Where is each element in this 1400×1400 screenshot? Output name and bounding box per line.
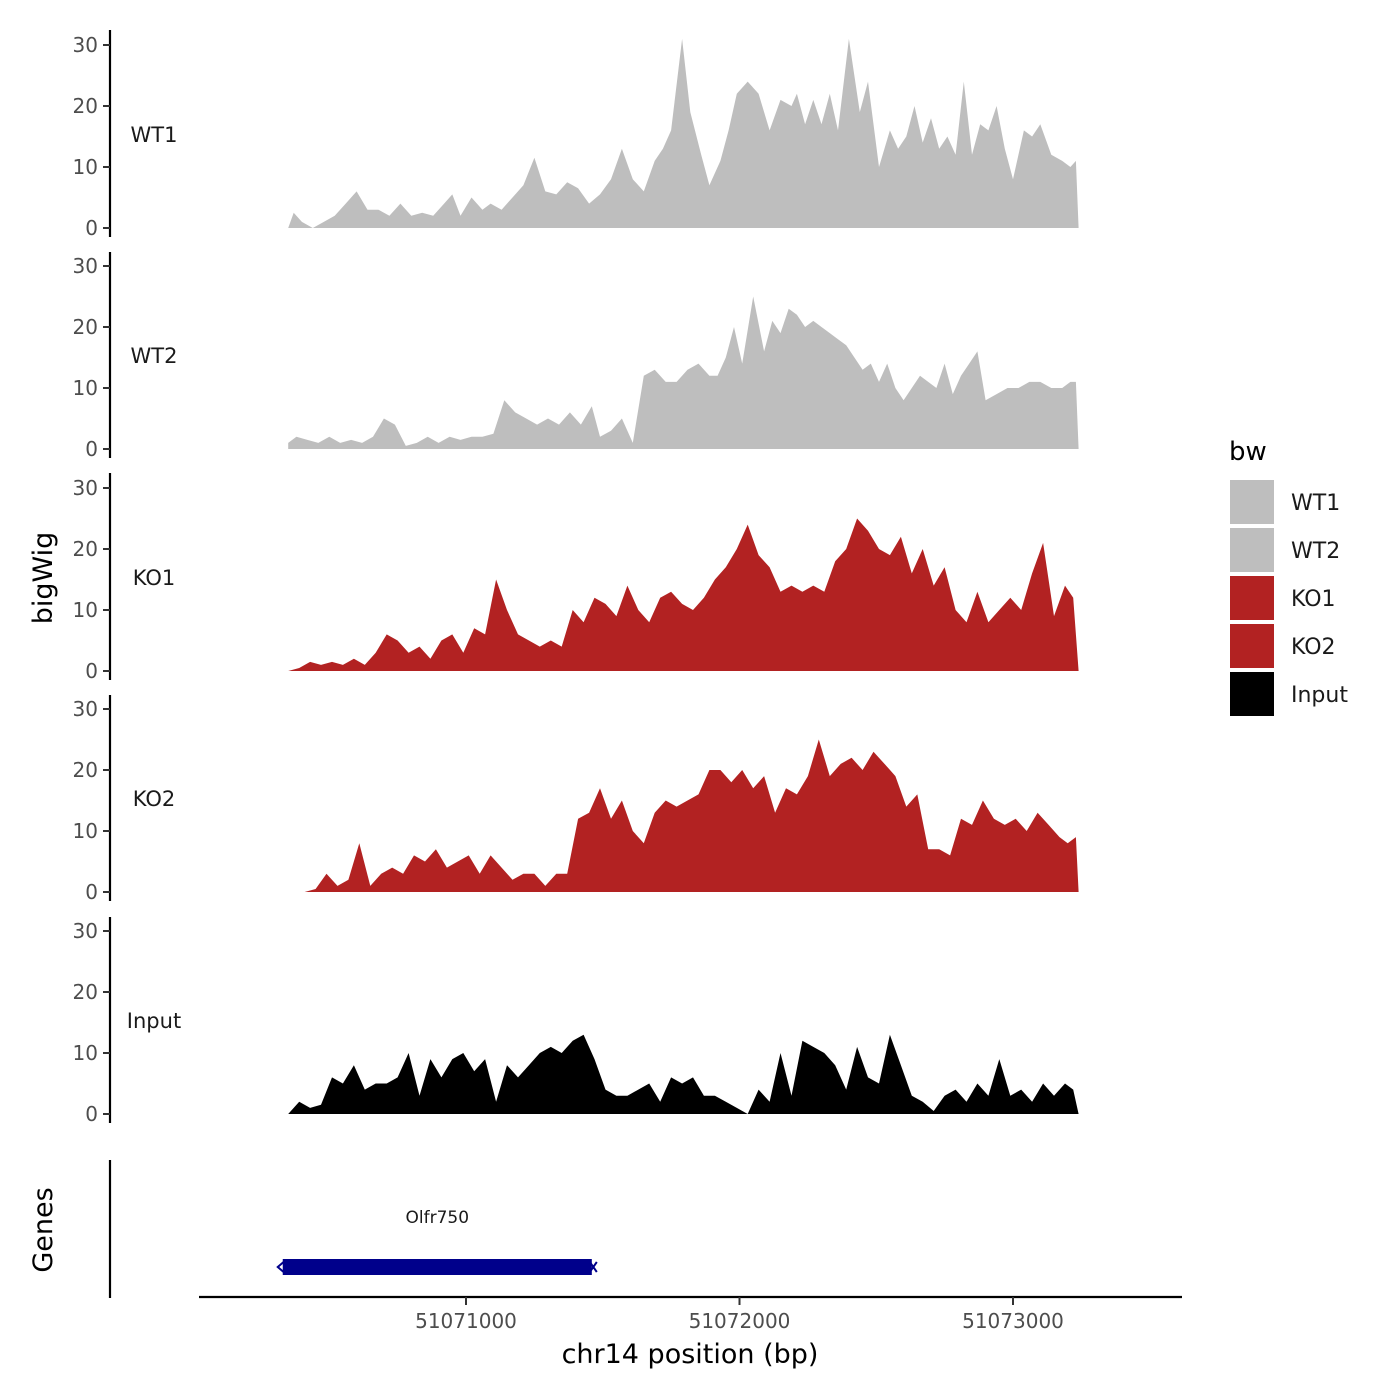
track-panel-ko1: 0 10 20 30 KO1: [73, 473, 1079, 683]
genes-track-title: Genes: [28, 1187, 59, 1272]
y-tick-label: 20: [73, 94, 98, 118]
y-tick-label: 20: [73, 980, 98, 1004]
x-axis: 51071000 51072000 51073000: [199, 1295, 1182, 1333]
area-ko1: [288, 518, 1079, 671]
track-panel-wt2: 0 10 20 30 WT2: [73, 252, 1079, 461]
legend-label-ko1: KO1: [1291, 587, 1336, 612]
y-tick-label: 0: [85, 437, 98, 461]
gene-body-olfr750: [282, 1259, 592, 1275]
y-tick-label: 0: [85, 216, 98, 240]
gene-strand-arrow-left: [276, 1260, 286, 1274]
area-input: [288, 1034, 1079, 1114]
y-tick-label: 10: [73, 155, 98, 179]
y-tick-label: 30: [73, 697, 98, 721]
area-wt2: [288, 296, 1079, 449]
legend-key-ko2: [1230, 624, 1274, 668]
legend-key-wt2: [1230, 528, 1274, 572]
legend-label-input: Input: [1291, 683, 1348, 708]
x-axis-title: chr14 position (bp): [562, 1339, 819, 1370]
x-tick-label: 51073000: [962, 1309, 1064, 1333]
y-tick-label: 30: [73, 254, 98, 278]
y-tick-label: 0: [85, 1102, 98, 1126]
x-tick-label: 51072000: [689, 1309, 791, 1333]
y-tick-label: 20: [73, 315, 98, 339]
y-tick-label: 0: [85, 880, 98, 904]
y-tick-label: 10: [73, 598, 98, 622]
track-label-wt1: WT1: [131, 123, 178, 147]
y-tick-label: 30: [73, 919, 98, 943]
legend-title: bw: [1229, 437, 1267, 467]
y-tick-label: 10: [73, 819, 98, 843]
track-panels: 0 10 20 30 WT1 0 10 20 30 WT2 0 10 20 30 KO1 0 10 20 30 KO2…: [73, 30, 1079, 1126]
legend-key-input: [1230, 672, 1274, 716]
y-tick-label: 0: [85, 659, 98, 683]
y-tick-label: 20: [73, 537, 98, 561]
y-axis-title: bigWig: [28, 532, 59, 625]
track-panel-input: 0 10 20 30 Input: [73, 917, 1079, 1126]
x-tick-label: 51071000: [415, 1309, 517, 1333]
legend-key-ko1: [1230, 576, 1274, 620]
track-label-ko2: KO2: [133, 787, 176, 811]
legend-label-ko2: KO2: [1291, 635, 1336, 660]
legend-label-wt1: WT1: [1291, 491, 1340, 516]
gene-label-olfr750: Olfr750: [406, 1208, 470, 1228]
genes-track: Genes Olfr750: [28, 1160, 598, 1298]
gene-strand-arrow-right: [588, 1261, 598, 1273]
y-tick-label: 10: [73, 1041, 98, 1065]
legend-key-wt1: [1230, 480, 1274, 524]
track-label-ko1: KO1: [133, 566, 176, 590]
y-tick-label: 30: [73, 476, 98, 500]
track-label-wt2: WT2: [131, 344, 178, 368]
legend-label-wt2: WT2: [1291, 539, 1340, 564]
track-panel-wt1: 0 10 20 30 WT1: [73, 30, 1079, 240]
track-panel-ko2: 0 10 20 30 KO2: [73, 695, 1079, 904]
y-tick-label: 10: [73, 376, 98, 400]
legend: bw WT1 WT2 KO1 KO2 Input: [1229, 437, 1348, 716]
y-tick-label: 20: [73, 758, 98, 782]
y-tick-label: 30: [73, 33, 98, 57]
area-wt1: [288, 38, 1079, 229]
area-ko2: [304, 739, 1079, 892]
track-label-input: Input: [127, 1009, 181, 1033]
